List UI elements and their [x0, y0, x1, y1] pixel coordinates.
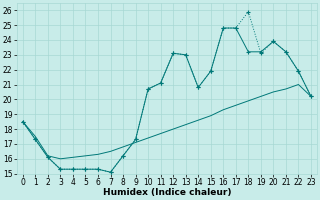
- X-axis label: Humidex (Indice chaleur): Humidex (Indice chaleur): [103, 188, 231, 197]
